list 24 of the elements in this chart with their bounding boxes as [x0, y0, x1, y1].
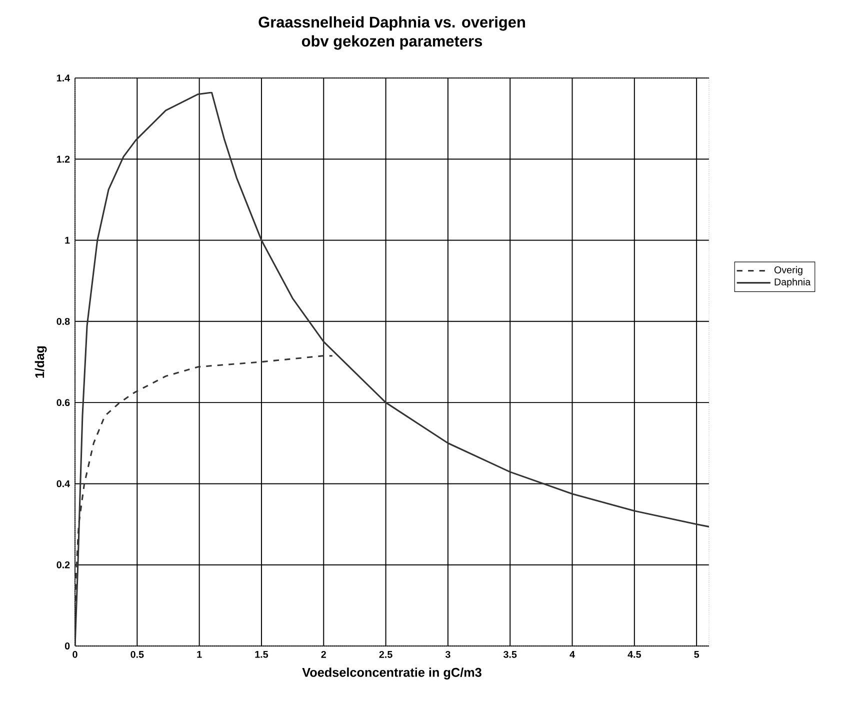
y-tick-label: 0	[64, 642, 70, 650]
y-tick-label: 1	[65, 236, 70, 244]
y-tick-label: 0.8	[56, 318, 70, 325]
y-tick-label: 0.2	[56, 561, 70, 568]
x-tick-label: 3	[445, 650, 450, 658]
x-tick-label: 5	[694, 650, 700, 658]
y-axis-title: 1/dag	[34, 346, 47, 378]
x-tick-label: 1	[197, 650, 202, 658]
x-tick-label: 3.5	[503, 650, 517, 658]
x-tick-label: 4.5	[628, 650, 641, 658]
x-tick-label: 1.5	[255, 650, 268, 658]
x-axis-title: Voedselconcentratie in gC/m3	[302, 668, 482, 680]
x-tick-label: 4	[570, 650, 575, 658]
x-tick-label: 0.5	[130, 650, 144, 658]
x-tick-label: 0	[72, 650, 78, 658]
y-tick-label: 0.6	[56, 399, 70, 406]
y-tick-label: 1.2	[56, 156, 70, 163]
chart-title: Graassnelheid Daphnia vs. overigen obv gekozen parameters	[258, 16, 525, 50]
y-tick-label: 1.4	[56, 74, 70, 82]
x-tick-label: 2	[321, 650, 326, 658]
y-tick-label: 0.4	[56, 480, 70, 488]
legend-label: Daphnia	[774, 278, 811, 288]
x-tick-label: 2.5	[379, 650, 392, 658]
legend-label: Overig	[774, 266, 802, 276]
